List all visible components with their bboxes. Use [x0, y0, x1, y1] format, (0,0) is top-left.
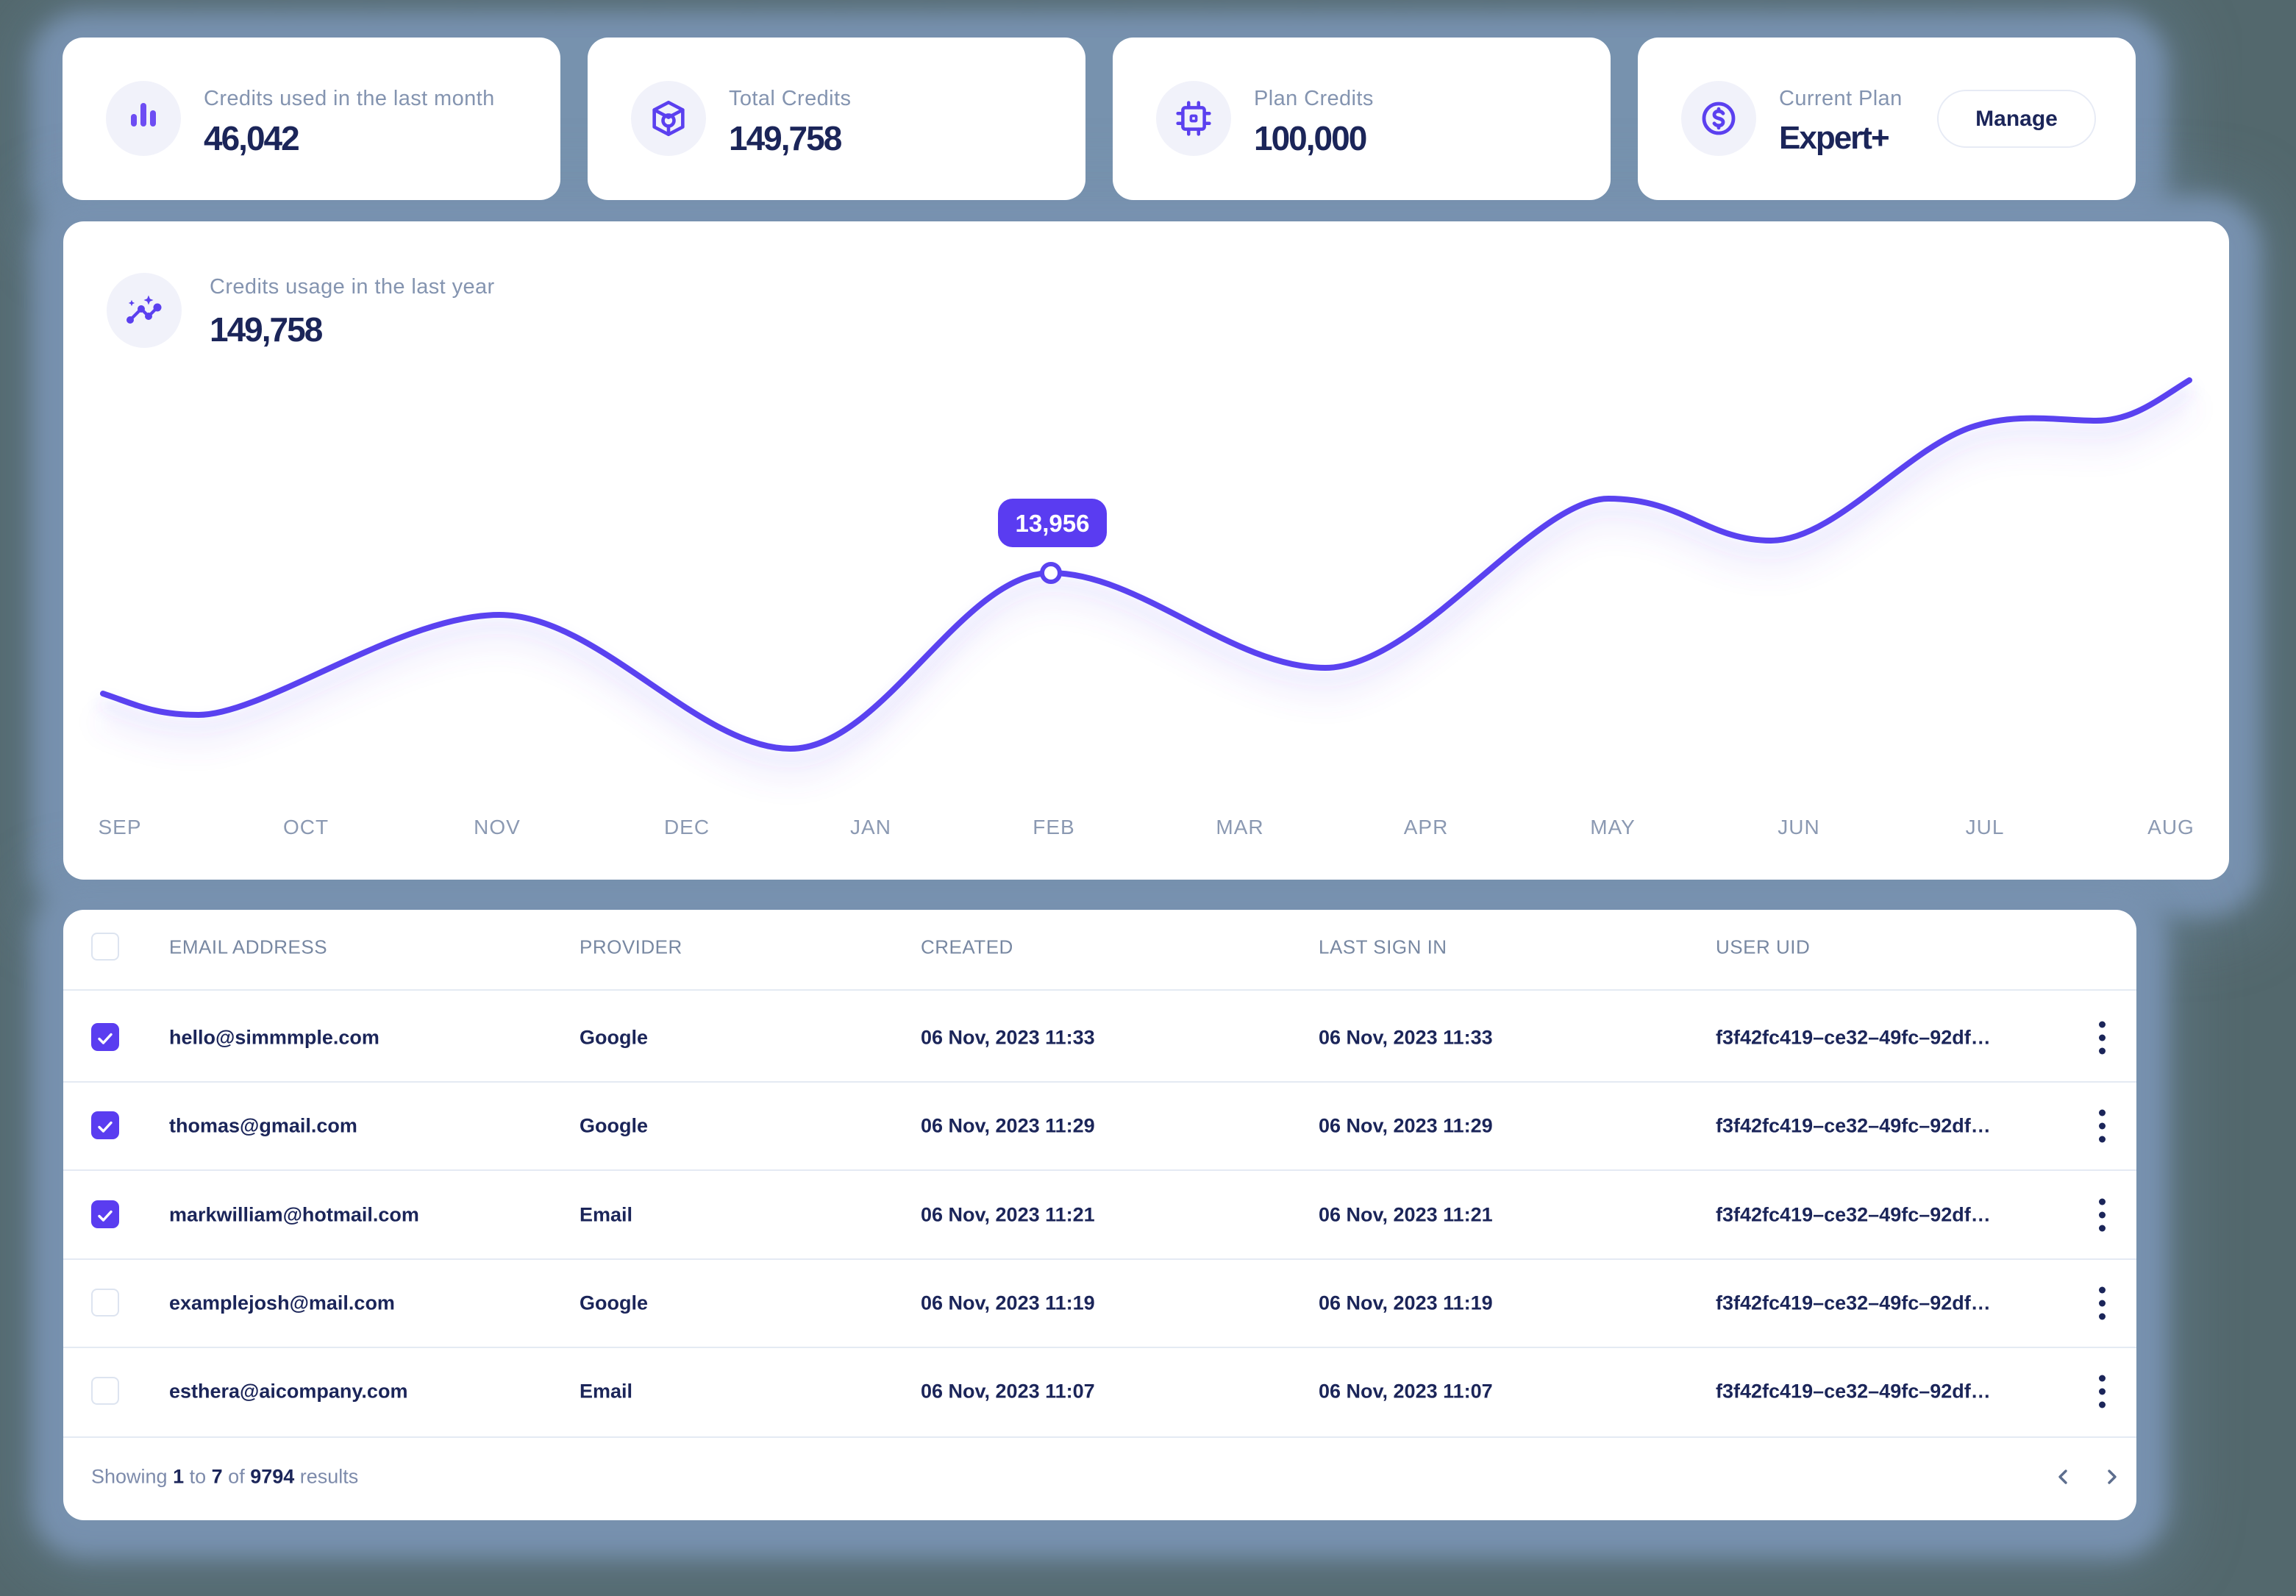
svg-text:13,956: 13,956	[1016, 510, 1090, 537]
